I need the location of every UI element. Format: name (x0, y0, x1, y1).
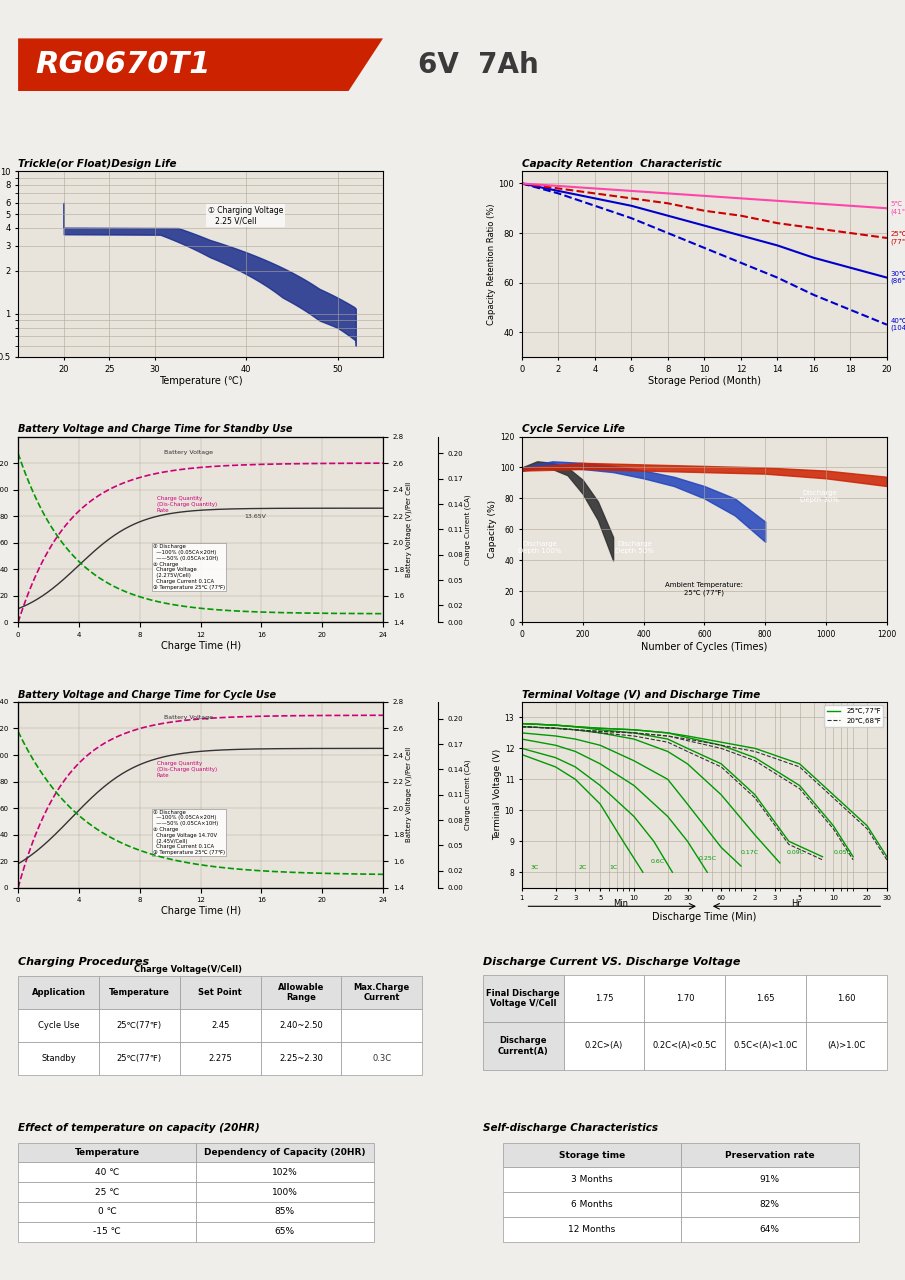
Y-axis label: Battery Voltage (V)/Per Cell: Battery Voltage (V)/Per Cell (405, 748, 412, 842)
Text: 0.09C: 0.09C (786, 850, 805, 855)
X-axis label: Charge Time (H): Charge Time (H) (160, 906, 241, 916)
Y-axis label: Capacity Retention Ratio (%): Capacity Retention Ratio (%) (487, 204, 496, 325)
Text: Terminal Voltage (V) and Discharge Time: Terminal Voltage (V) and Discharge Time (522, 690, 760, 700)
Text: 5℃
(41℉): 5℃ (41℉) (891, 201, 905, 215)
X-axis label: Storage Period (Month): Storage Period (Month) (648, 376, 761, 387)
Text: Ambient Temperature:
25℃ (77℉): Ambient Temperature: 25℃ (77℉) (665, 582, 743, 596)
Text: Discharge Current VS. Discharge Voltage: Discharge Current VS. Discharge Voltage (482, 956, 740, 966)
Y-axis label: Terminal Voltage (V): Terminal Voltage (V) (493, 749, 501, 841)
Text: Discharge
Depth 100%: Discharge Depth 100% (519, 540, 562, 554)
Text: Discharge
Depth 30%: Discharge Depth 30% (801, 489, 840, 503)
X-axis label: Number of Cycles (Times): Number of Cycles (Times) (641, 641, 767, 652)
Text: 6V  7Ah: 6V 7Ah (418, 51, 538, 79)
Polygon shape (18, 38, 383, 91)
Text: 0.17C: 0.17C (741, 850, 759, 855)
Text: Trickle(or Float)Design Life: Trickle(or Float)Design Life (18, 159, 176, 169)
Text: ① Discharge
  —100% (0.05CA×20H)
  ——50% (0.05CA×10H)
② Charge
  Charge Voltage
: ① Discharge —100% (0.05CA×20H) ——50% (0.… (153, 544, 225, 590)
Text: Battery Voltage and Charge Time for Cycle Use: Battery Voltage and Charge Time for Cycl… (18, 690, 276, 700)
Y-axis label: Charge Current (CA): Charge Current (CA) (465, 759, 472, 831)
Text: Cycle Service Life: Cycle Service Life (522, 425, 624, 434)
Text: 25℃
(77℉): 25℃ (77℉) (891, 232, 905, 244)
Text: Charge Quantity
(Dis-Charge Quantity)
Rate: Charge Quantity (Dis-Charge Quantity) Ra… (157, 762, 217, 778)
Text: 13.65V: 13.65V (244, 515, 266, 520)
Text: 30℃
(86℉): 30℃ (86℉) (891, 271, 905, 284)
Text: Battery Voltage: Battery Voltage (164, 449, 213, 454)
Text: Battery Voltage and Charge Time for Standby Use: Battery Voltage and Charge Time for Stan… (18, 425, 292, 434)
Text: Charge Voltage(V/Cell): Charge Voltage(V/Cell) (134, 965, 242, 974)
Text: ① Discharge
  —100% (0.05CA×20H)
  ——50% (0.05CA×10H)
② Charge
  Charge Voltage : ① Discharge —100% (0.05CA×20H) ——50% (0.… (153, 810, 225, 855)
X-axis label: Charge Time (H): Charge Time (H) (160, 641, 241, 650)
Text: Charging Procedures: Charging Procedures (18, 956, 149, 966)
Y-axis label: Charge Current (CA): Charge Current (CA) (465, 494, 472, 564)
Text: ① Charging Voltage
   2.25 V/Cell: ① Charging Voltage 2.25 V/Cell (208, 206, 283, 225)
Text: 40℃
(104℉): 40℃ (104℉) (891, 317, 905, 332)
Text: 2C: 2C (578, 865, 586, 870)
Y-axis label: Battery Voltage (V)/Per Cell: Battery Voltage (V)/Per Cell (405, 481, 412, 577)
Text: 3C: 3C (530, 865, 539, 870)
Text: 0.25C: 0.25C (699, 856, 717, 861)
Text: Battery Voltage: Battery Voltage (164, 716, 213, 719)
X-axis label: Temperature (℃): Temperature (℃) (158, 376, 243, 387)
Text: Capacity Retention  Characteristic: Capacity Retention Characteristic (522, 159, 721, 169)
Text: Effect of temperature on capacity (20HR): Effect of temperature on capacity (20HR) (18, 1124, 260, 1133)
Legend: 25℃,77℉, 20℃,68℉: 25℃,77℉, 20℃,68℉ (824, 705, 883, 727)
X-axis label: Discharge Time (Min): Discharge Time (Min) (653, 913, 757, 923)
Text: 0.6C: 0.6C (651, 859, 664, 864)
Text: Hr: Hr (791, 900, 801, 909)
Text: Discharge
Depth 50%: Discharge Depth 50% (615, 540, 653, 554)
Text: 1C: 1C (609, 865, 617, 870)
Text: RG0670T1: RG0670T1 (35, 50, 211, 79)
Text: Min: Min (613, 900, 628, 909)
Y-axis label: Capacity (%): Capacity (%) (488, 500, 497, 558)
Text: Self-discharge Characteristics: Self-discharge Characteristics (482, 1124, 658, 1133)
Text: 0.05C: 0.05C (834, 850, 852, 855)
Text: Charge Quantity
(Dis-Charge Quantity)
Rate: Charge Quantity (Dis-Charge Quantity) Ra… (157, 495, 217, 512)
